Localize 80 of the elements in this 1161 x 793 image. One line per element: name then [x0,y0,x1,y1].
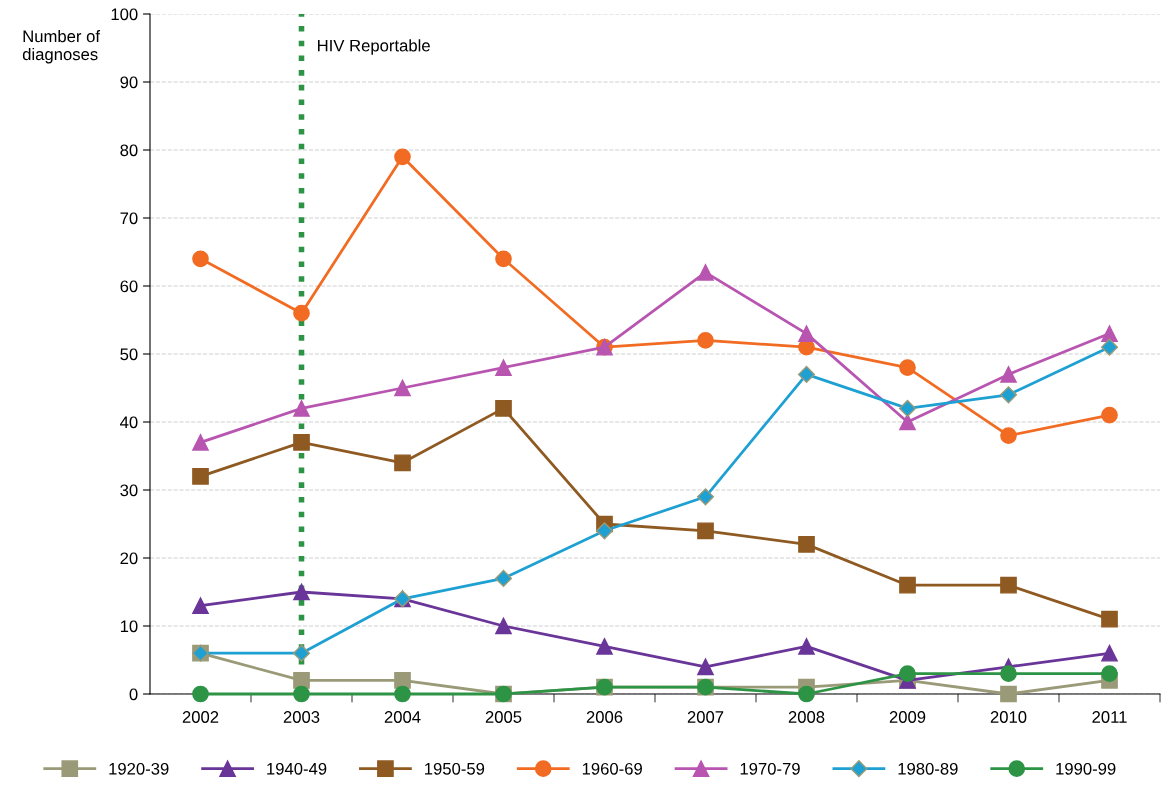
point [798,325,815,342]
x-tick-label: 2006 [586,711,623,723]
legend-label: 1960-69 [582,762,642,775]
point [192,434,209,451]
y-tick-label: 90 [120,76,138,89]
legend-label: 1970-79 [740,762,800,775]
point [394,379,411,397]
point [899,665,916,682]
point [1101,610,1118,628]
y-tick-label: 30 [120,484,138,497]
x-tick-label: 2007 [687,711,724,723]
point [899,576,916,594]
x-tick-label: 2002 [182,711,219,723]
point [1000,366,1017,383]
point [999,386,1018,404]
point [798,685,815,703]
point [1100,338,1119,356]
y-tick-label: 80 [120,144,138,157]
point [898,399,917,417]
x-tick-label: 2010 [990,711,1027,723]
point [292,644,311,662]
point [293,672,310,689]
point [494,569,513,587]
point [1000,685,1017,703]
point [293,304,310,322]
point [495,617,512,635]
point [1000,576,1017,594]
x-tick-label: 2011 [1092,711,1127,723]
point [697,658,714,676]
x-tick-label: 2003 [283,711,320,723]
y-tick-label: 60 [120,280,138,293]
y-tick-label: 20 [120,552,138,565]
y-tick-label: 100 [111,8,138,21]
point [596,638,613,655]
legend-label: 1950-59 [425,762,485,775]
point [192,597,209,614]
point [1000,427,1017,444]
y-tick-label: 70 [120,212,138,225]
y-tick-label: 50 [120,348,138,361]
x-tick-label: 2005 [485,711,522,723]
point [1101,406,1118,424]
legend-label: 1940-49 [267,762,327,775]
point [697,522,714,540]
legend-label: 1990-99 [1056,762,1116,775]
point [697,264,714,281]
x-tick-label: 2004 [384,711,421,723]
point [1000,665,1017,682]
point [1101,644,1118,662]
point [899,359,916,376]
legend-label: 1980-89 [898,762,958,775]
point [192,468,209,485]
point [394,148,411,166]
point [495,250,512,268]
point [192,685,209,703]
y-tick-label: 40 [120,416,138,429]
point [1101,665,1118,682]
y-axis-title: Number of diagnoses [22,30,101,64]
point [293,685,310,703]
point [192,250,209,268]
point [697,332,714,349]
point [394,454,411,472]
y-tick-label: 0 [129,688,138,701]
point [798,638,815,655]
point [293,583,310,601]
point [696,488,715,506]
ref-line-label: HIV Reportable [318,39,430,55]
point [798,536,815,553]
legend-label: 1920-39 [109,762,169,775]
x-tick-label: 2008 [788,711,825,723]
point [293,400,310,417]
point [394,672,411,689]
x-tick-label: 2009 [889,711,926,723]
point [293,434,310,451]
point [495,359,512,376]
point [1101,325,1118,342]
point [595,522,614,540]
point [394,685,411,703]
y-tick-label: 10 [120,620,138,633]
point [495,400,512,417]
point [797,365,816,383]
